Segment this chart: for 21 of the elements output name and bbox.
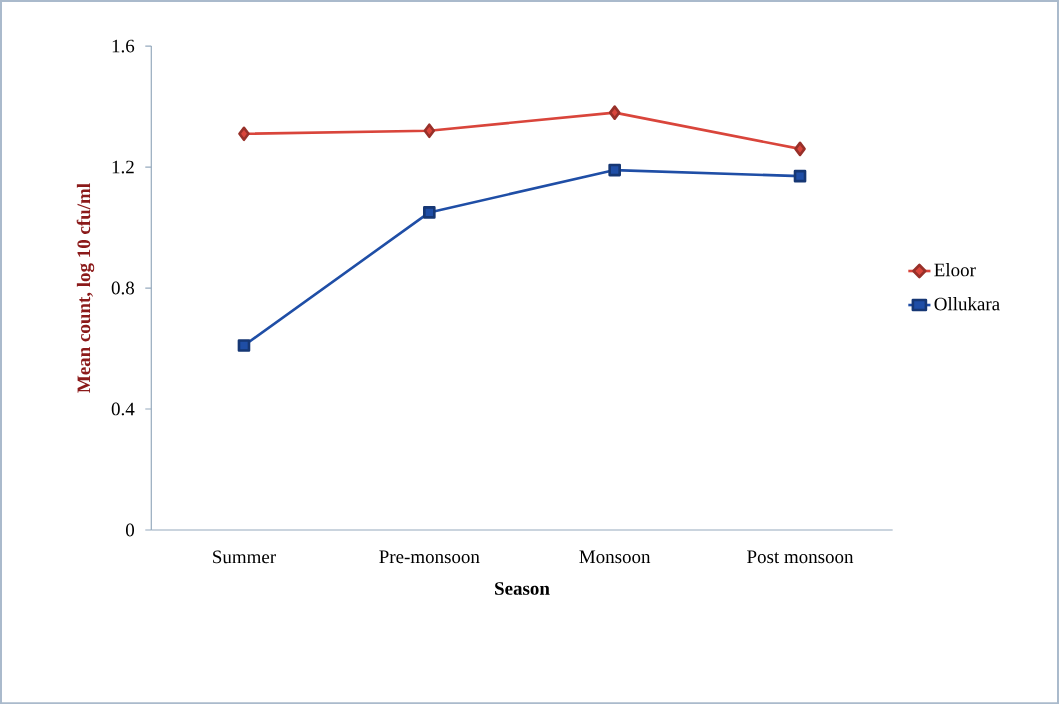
y-tick-label: 1.6 — [112, 39, 135, 53]
x-tick-label: Post monsoon — [747, 550, 854, 563]
y-tick-label: 0 — [125, 523, 135, 537]
point — [608, 105, 621, 120]
legend-label: Ollukara — [934, 296, 1000, 311]
point — [793, 169, 807, 183]
x-tick-label: Pre-monsoon — [379, 550, 480, 563]
point — [237, 339, 251, 352]
point — [794, 141, 806, 157]
x-tick-label: Monsoon — [579, 550, 651, 563]
point — [423, 123, 436, 138]
y-axis-title: Mean count, log 10 cfu/ml — [76, 183, 95, 393]
y-tick-label: 0.4 — [111, 402, 135, 416]
point — [238, 126, 250, 141]
y-tick-label: 0.8 — [111, 281, 135, 295]
point — [608, 163, 621, 177]
x-axis-title: Season — [495, 581, 550, 595]
y-tick-label: 1.2 — [112, 160, 134, 174]
point — [423, 205, 436, 219]
x-tick-label: Summer — [213, 550, 276, 564]
legend-label: Eloor — [934, 262, 976, 277]
